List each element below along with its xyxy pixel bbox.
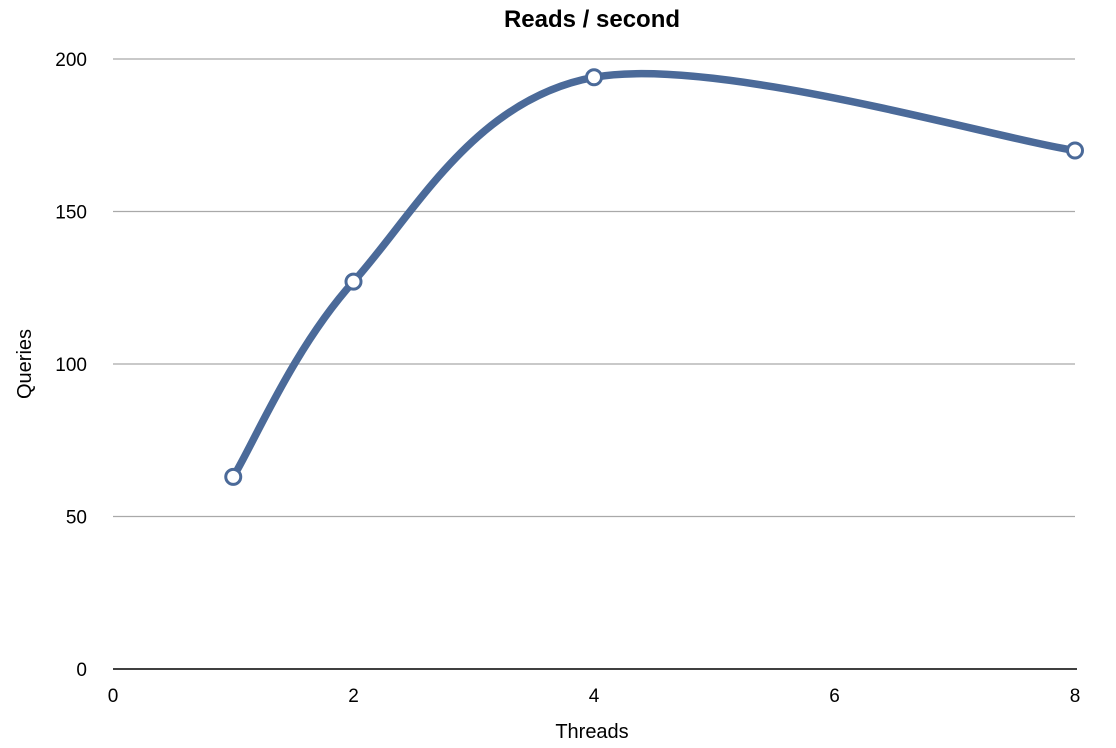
y-tick-label: 50 <box>66 508 87 529</box>
x-tick-label: 0 <box>108 686 119 707</box>
series-line-0 <box>229 69 1079 481</box>
x-tick-label: 6 <box>829 686 840 707</box>
y-tick-label: 150 <box>55 203 87 224</box>
y-tick-label: 200 <box>55 50 87 71</box>
y-tick-label: 0 <box>76 660 87 681</box>
data-point <box>224 467 243 486</box>
gridlines <box>113 58 1075 518</box>
x-tick-label: 2 <box>348 686 359 707</box>
x-tick-labels: 0 2 4 6 8 <box>108 686 1081 707</box>
data-point <box>1066 141 1084 160</box>
y-tick-labels: 0 50 100 150 200 <box>55 50 87 681</box>
x-axis-label: Threads <box>555 721 628 743</box>
x-tick-label: 8 <box>1070 686 1081 707</box>
y-tick-label: 100 <box>55 355 87 376</box>
data-point <box>585 68 603 87</box>
y-axis-label: Queries <box>14 329 36 399</box>
chart-title: Reads / second <box>504 6 680 33</box>
x-tick-label: 4 <box>589 686 600 707</box>
data-points <box>224 68 1084 486</box>
data-point <box>344 272 363 291</box>
series-layer <box>229 69 1079 481</box>
